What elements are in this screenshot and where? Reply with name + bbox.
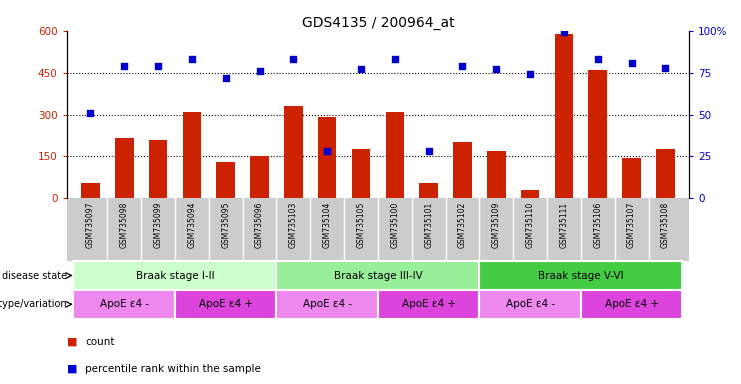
Bar <box>487 151 505 198</box>
Title: GDS4135 / 200964_at: GDS4135 / 200964_at <box>302 16 454 30</box>
Bar <box>581 290 682 319</box>
Point <box>659 65 671 71</box>
Bar <box>276 290 378 319</box>
Bar <box>81 183 100 198</box>
Text: Braak stage I-II: Braak stage I-II <box>136 270 214 281</box>
Bar <box>656 149 675 198</box>
Point <box>422 148 434 154</box>
Text: ApoE ε4 -: ApoE ε4 - <box>302 299 352 310</box>
Bar <box>182 112 201 198</box>
Bar <box>479 290 581 319</box>
Bar <box>378 290 479 319</box>
Bar <box>175 290 276 319</box>
Point <box>524 71 536 77</box>
Text: genotype/variation: genotype/variation <box>0 299 67 310</box>
Point <box>558 29 570 35</box>
Bar <box>149 140 167 198</box>
Point <box>288 56 299 62</box>
Point <box>456 63 468 69</box>
Text: GSM735096: GSM735096 <box>255 202 264 248</box>
Point <box>186 56 198 62</box>
Bar <box>453 142 472 198</box>
Point <box>220 74 232 81</box>
Text: GSM735111: GSM735111 <box>559 202 568 248</box>
Bar <box>276 261 479 290</box>
Bar <box>216 162 235 198</box>
Text: GSM735094: GSM735094 <box>187 202 196 248</box>
Point <box>355 66 367 72</box>
Text: GSM735107: GSM735107 <box>627 202 636 248</box>
Text: GSM735095: GSM735095 <box>221 202 230 248</box>
Text: GSM735103: GSM735103 <box>289 202 298 248</box>
Point <box>592 56 604 62</box>
Text: Braak stage III-IV: Braak stage III-IV <box>333 270 422 281</box>
Text: GSM735099: GSM735099 <box>153 202 162 248</box>
Point <box>84 110 96 116</box>
Bar <box>115 138 133 198</box>
Bar <box>352 149 370 198</box>
Text: GSM735098: GSM735098 <box>120 202 129 248</box>
Bar <box>479 261 682 290</box>
Text: GSM735110: GSM735110 <box>525 202 535 248</box>
Bar <box>250 156 269 198</box>
Bar <box>419 183 438 198</box>
Point <box>119 63 130 69</box>
Text: ApoE ε4 -: ApoE ε4 - <box>505 299 555 310</box>
Text: ApoE ε4 -: ApoE ε4 - <box>99 299 149 310</box>
Text: ■: ■ <box>67 337 77 347</box>
Bar <box>555 33 574 198</box>
Bar <box>73 261 276 290</box>
Text: ApoE ε4 +: ApoE ε4 + <box>605 299 659 310</box>
Text: GSM735100: GSM735100 <box>391 202 399 248</box>
Text: ApoE ε4 +: ApoE ε4 + <box>199 299 253 310</box>
Text: Braak stage V-VI: Braak stage V-VI <box>538 270 624 281</box>
Text: GSM735105: GSM735105 <box>356 202 365 248</box>
Text: GSM735106: GSM735106 <box>594 202 602 248</box>
Text: count: count <box>85 337 115 347</box>
Text: ■: ■ <box>67 364 77 374</box>
Bar <box>385 112 404 198</box>
Text: GSM735108: GSM735108 <box>661 202 670 248</box>
Point <box>253 68 265 74</box>
Bar <box>622 158 641 198</box>
Point <box>322 148 333 154</box>
Text: percentile rank within the sample: percentile rank within the sample <box>85 364 261 374</box>
Point <box>491 66 502 72</box>
Text: GSM735104: GSM735104 <box>322 202 332 248</box>
Bar <box>318 117 336 198</box>
Text: GSM735097: GSM735097 <box>86 202 95 248</box>
Text: GSM735109: GSM735109 <box>492 202 501 248</box>
Point <box>152 63 164 69</box>
Text: disease state: disease state <box>2 270 67 281</box>
Point <box>625 60 637 66</box>
Point <box>389 56 401 62</box>
Bar <box>284 106 302 198</box>
Bar <box>73 290 175 319</box>
Bar <box>521 190 539 198</box>
Text: GSM735102: GSM735102 <box>458 202 467 248</box>
Text: ApoE ε4 +: ApoE ε4 + <box>402 299 456 310</box>
Bar <box>588 70 607 198</box>
Text: GSM735101: GSM735101 <box>424 202 433 248</box>
